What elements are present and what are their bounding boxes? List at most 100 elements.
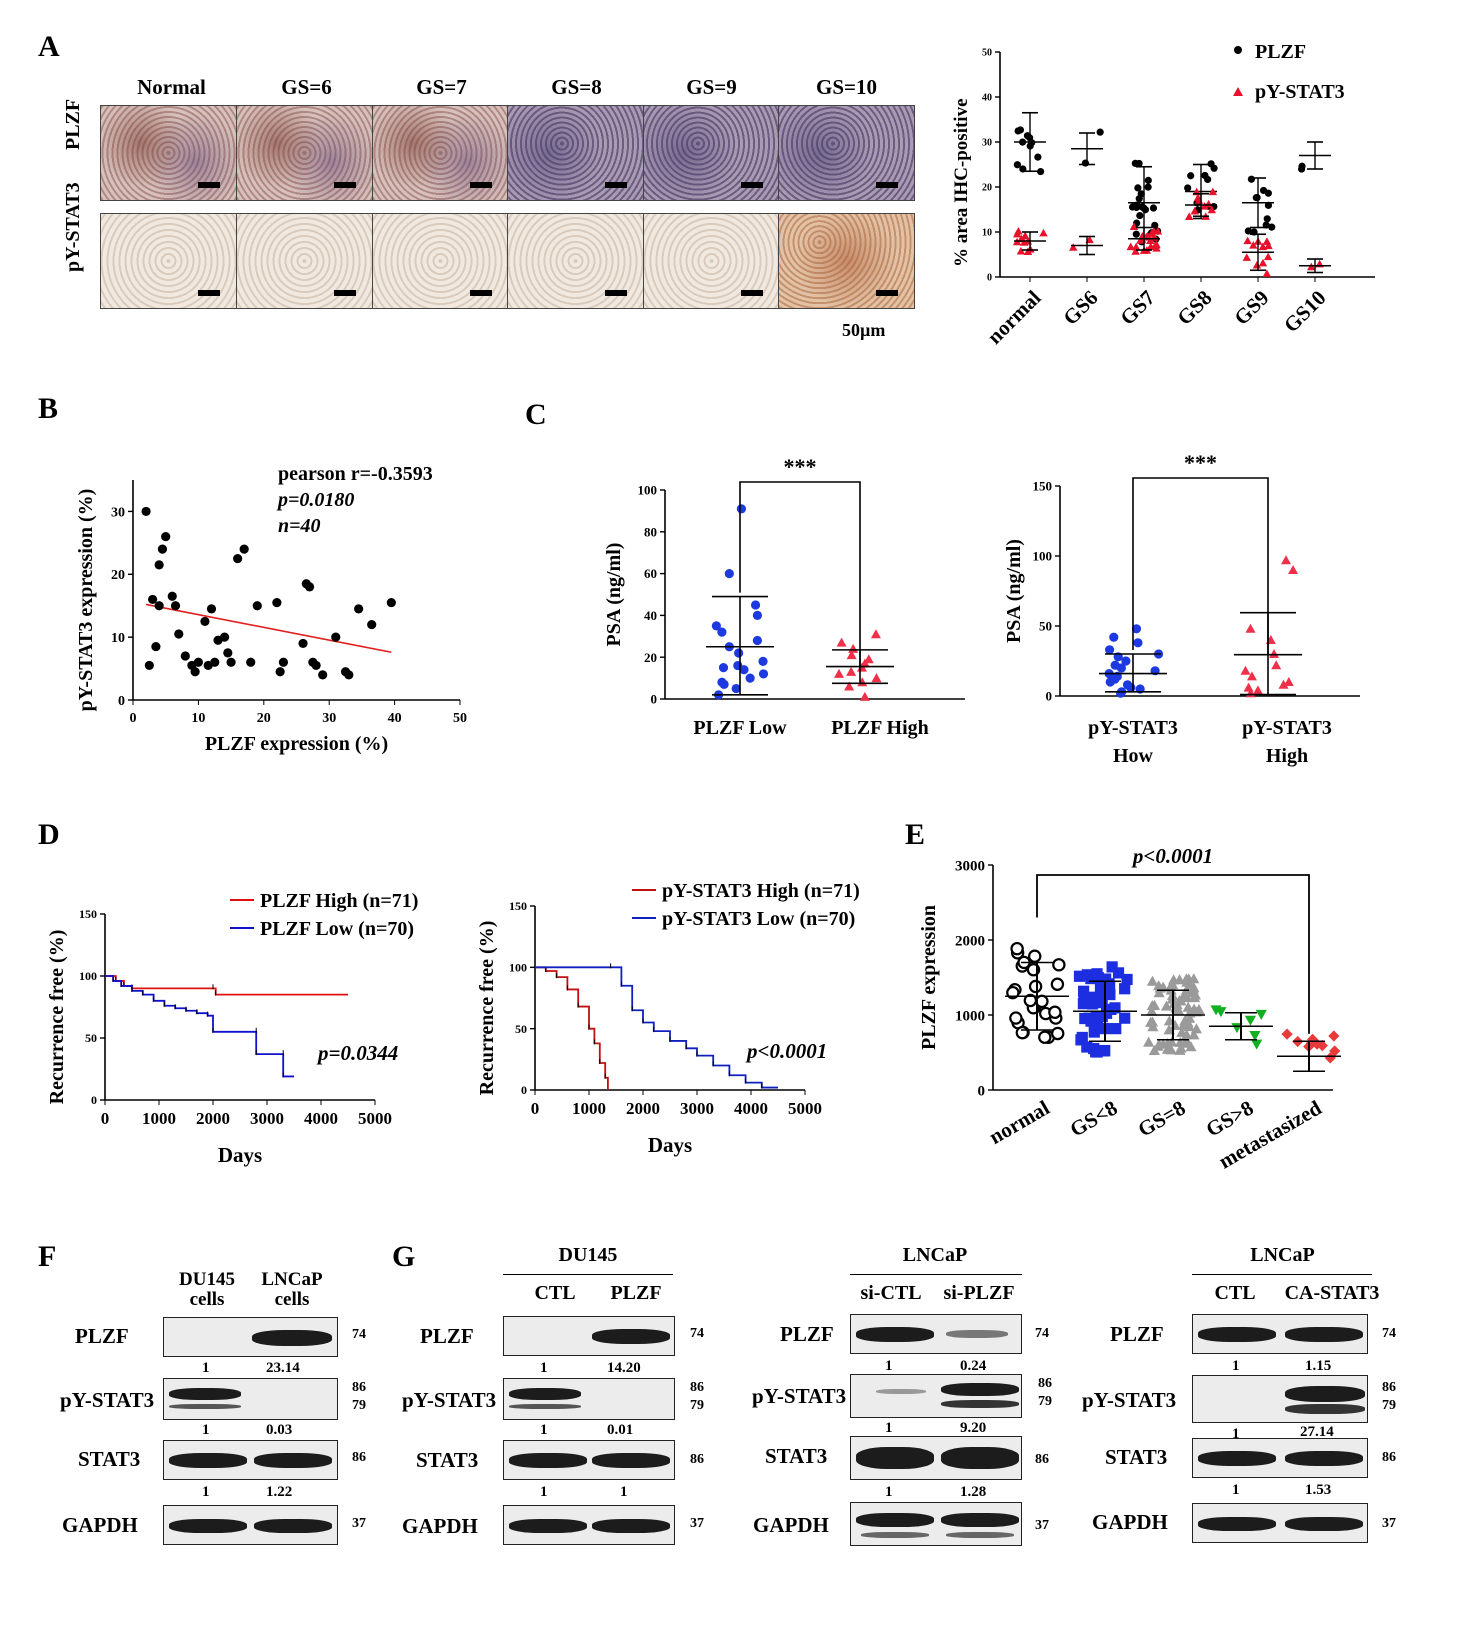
x-tick-label: 2000 [196, 1109, 230, 1128]
data-point [1166, 1036, 1178, 1047]
panel-label-a: A [38, 30, 60, 63]
data-point [836, 637, 847, 647]
cell-line-label: LNCaP [902, 1244, 968, 1266]
data-point [739, 665, 749, 675]
data-point [1324, 1052, 1336, 1064]
lane-label: si-PLZF [943, 1282, 1015, 1304]
data-point [1134, 184, 1142, 192]
mw-marker: 86 [352, 1380, 366, 1395]
y-tick-label: 100 [1033, 549, 1053, 564]
data-point [311, 660, 321, 671]
data-point [219, 632, 230, 642]
band [856, 1513, 934, 1527]
data-point [1010, 941, 1024, 956]
mw-marker: 86 [1035, 1452, 1049, 1467]
x-tick-label: normal [985, 1095, 1054, 1149]
data-point [1094, 992, 1106, 1005]
mw-marker: 37 [1382, 1516, 1396, 1531]
y-tick-label: 20 [111, 568, 125, 583]
panel-label-b: B [38, 392, 59, 425]
blot [1192, 1503, 1368, 1543]
data-point [1329, 1045, 1341, 1057]
data-point [745, 673, 755, 683]
panel-label-d: D [38, 818, 60, 851]
data-point [246, 657, 256, 667]
data-point [1271, 660, 1282, 670]
blot [503, 1440, 675, 1480]
scale-bar [198, 182, 220, 188]
data-point [711, 621, 721, 631]
mw-marker: 79 [690, 1398, 704, 1413]
quant-value: 1 [202, 1360, 210, 1376]
data-point [857, 677, 868, 687]
data-point [718, 663, 729, 673]
band [169, 1453, 247, 1468]
data-point [1104, 988, 1116, 1001]
ihc-col-header: GS=6 [281, 75, 332, 99]
y-tick-label: 0 [1046, 689, 1053, 704]
data-point [1119, 983, 1131, 995]
survival-curve [105, 975, 294, 1078]
y-tick-label: 2000 [955, 933, 985, 949]
data-point [1112, 967, 1125, 979]
x-tick-label: GS<8 [1066, 1096, 1122, 1142]
ihc-image [236, 105, 373, 201]
data-point [1269, 649, 1280, 658]
data-point [719, 679, 729, 689]
data-point [1128, 203, 1137, 211]
y-tick-label: 60 [644, 566, 657, 581]
ihc-image [507, 105, 644, 201]
panel-label-g: G [392, 1240, 416, 1273]
blot-row-label: STAT3 [416, 1448, 479, 1472]
data-point [1183, 1021, 1195, 1032]
quant-value: 1 [885, 1358, 893, 1374]
data-point [1126, 683, 1136, 693]
data-point [1188, 1029, 1200, 1040]
data-point [1204, 175, 1212, 184]
data-point [1149, 204, 1158, 212]
data-point [1143, 231, 1152, 240]
data-point [1091, 1046, 1103, 1058]
mw-marker: 74 [1035, 1326, 1049, 1341]
data-point [1136, 211, 1144, 220]
data-point [1137, 190, 1145, 198]
data-point [1179, 1015, 1191, 1026]
data-point [1181, 992, 1193, 1003]
chart-e-plzf-expression: 0 1000 2000 3000 PLZF expression normal GS<8 GS… [918, 844, 1341, 1173]
band [1285, 1386, 1365, 1402]
data-point [1243, 682, 1254, 692]
stat-annotation: n=40 [278, 515, 321, 537]
data-point [239, 544, 249, 554]
data-point [1263, 252, 1273, 261]
y-tick-label: 10 [111, 631, 125, 646]
x-tick-label: PLZF High [831, 717, 929, 739]
y-axis-label: pY-STAT3 expression (%) [75, 489, 97, 712]
data-point [1247, 175, 1256, 183]
blot [503, 1378, 675, 1420]
ihc-col-header: GS=7 [416, 75, 467, 99]
data-point [174, 629, 184, 639]
lane-label: si-CTL [860, 1282, 922, 1304]
data-point [1245, 623, 1256, 633]
data-point [180, 651, 190, 661]
data-point [157, 544, 168, 554]
blot-row-label: GAPDH [402, 1514, 478, 1538]
data-point [331, 632, 341, 642]
data-point [223, 648, 233, 658]
ihc-col-header: GS=10 [816, 75, 877, 99]
scale-label: 50µm [842, 320, 886, 340]
data-point [1126, 242, 1135, 251]
mw-marker: 79 [1038, 1394, 1052, 1409]
data-point [758, 656, 768, 666]
data-point [1089, 1014, 1101, 1026]
data-point [1173, 974, 1186, 985]
legend-label: pY-STAT3 [1255, 81, 1345, 103]
blot [1192, 1314, 1368, 1354]
quant-value: 1.28 [960, 1484, 987, 1500]
mw-marker: 86 [1382, 1380, 1396, 1395]
quant-value: 1 [1232, 1482, 1240, 1498]
data-point [1184, 212, 1194, 220]
quant-value: 1 [202, 1422, 210, 1438]
data-point [1051, 1026, 1065, 1041]
mw-marker: 74 [690, 1326, 704, 1341]
